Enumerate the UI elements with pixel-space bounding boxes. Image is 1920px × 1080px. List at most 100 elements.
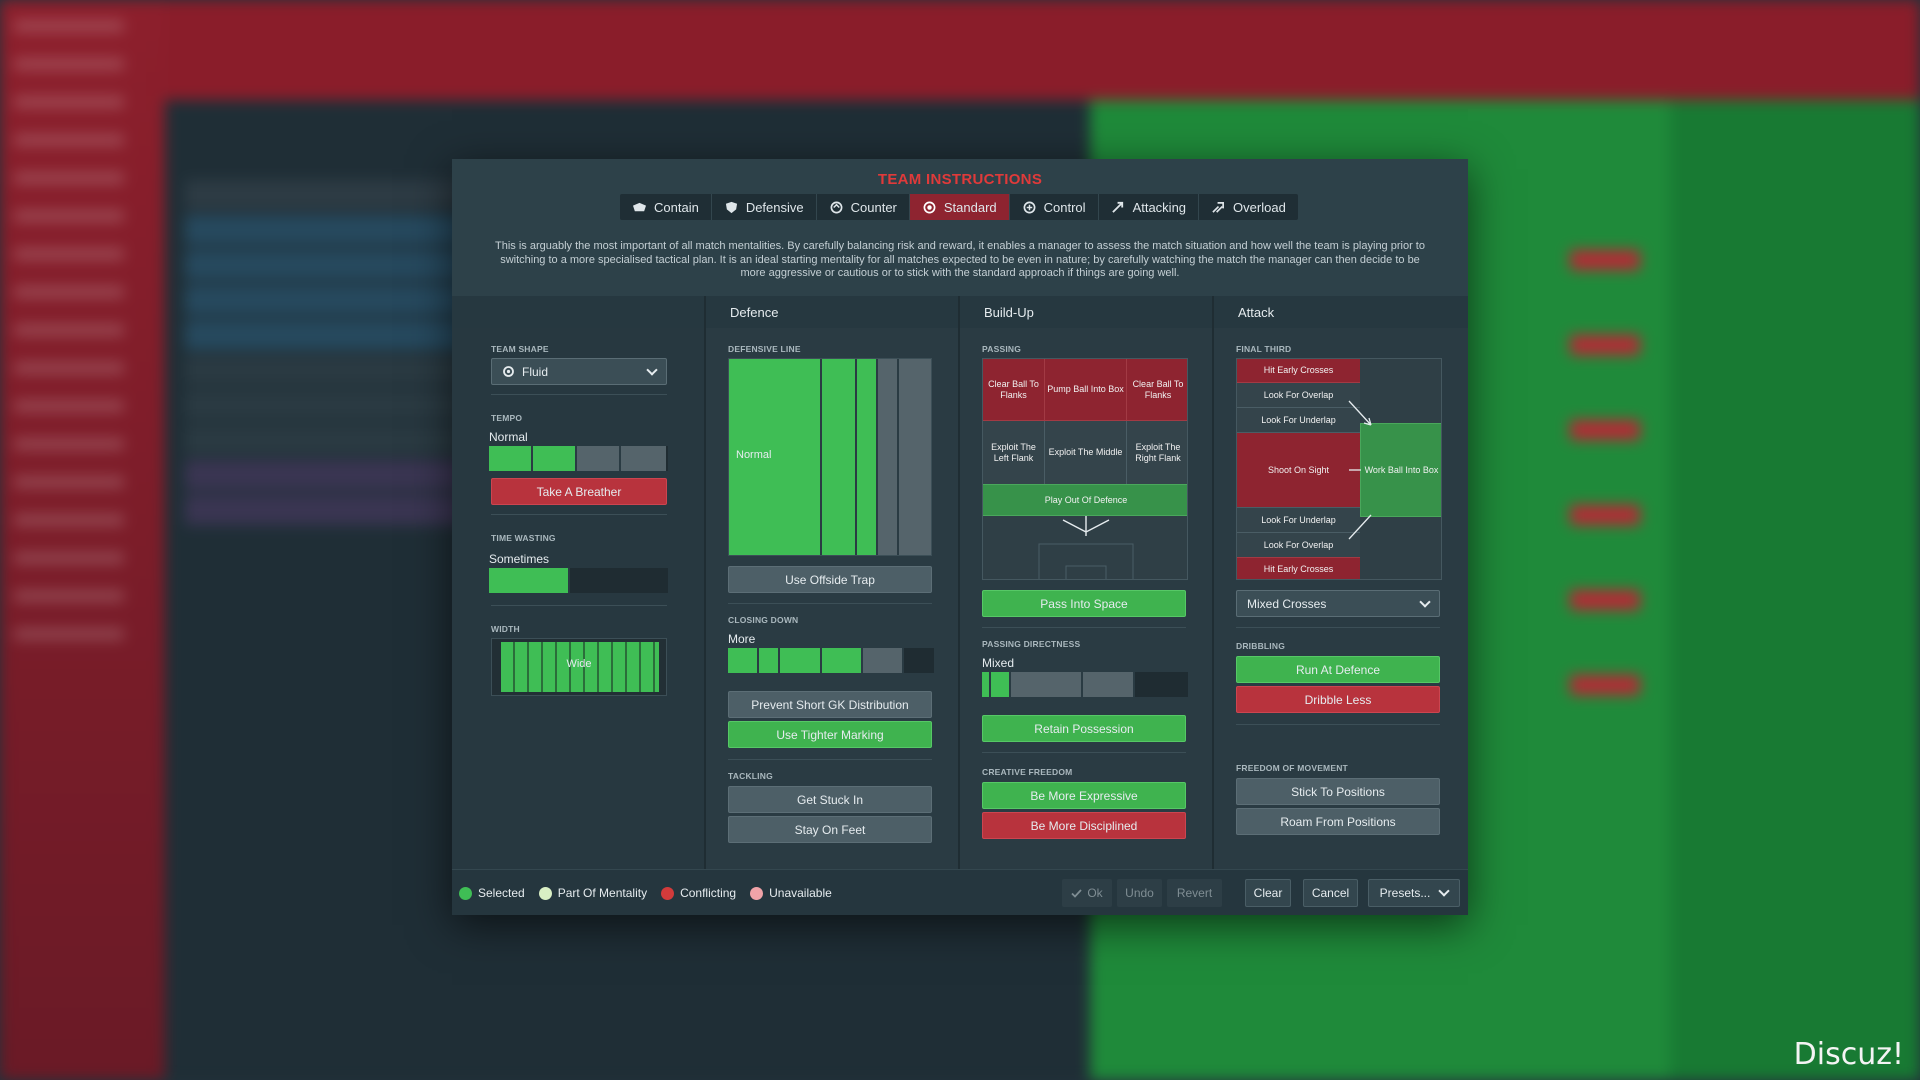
tighter-marking-button[interactable]: Use Tighter Marking xyxy=(728,721,932,748)
pump-ball-zone[interactable]: Pump Ball Into Box xyxy=(1045,359,1127,421)
tab-label: Control xyxy=(1043,199,1086,215)
roam-from-positions-button[interactable]: Roam From Positions xyxy=(1236,808,1440,835)
tab-overload[interactable]: Overload xyxy=(1199,194,1298,220)
team-shape-value: Fluid xyxy=(522,364,549,379)
legend-item: Conflicting xyxy=(661,886,736,900)
hit-early-crosses-bottom-zone[interactable]: Hit Early Crosses xyxy=(1237,557,1360,579)
exploit-right-zone[interactable]: Exploit The Right Flank xyxy=(1127,421,1187,484)
presets-button[interactable]: Presets... xyxy=(1368,879,1460,907)
control-icon xyxy=(1023,201,1036,213)
clear-ball-right-zone[interactable]: Clear Ball To Flanks xyxy=(1127,359,1187,421)
creative-freedom-label: CREATIVE FREEDOM xyxy=(982,767,1073,777)
tab-label: Overload xyxy=(1233,199,1286,215)
passing-directness-label: PASSING DIRECTNESS xyxy=(982,639,1081,649)
tab-standard[interactable]: Standard xyxy=(909,194,1010,220)
dialog-footer: Selected Part Of Mentality Conflicting U… xyxy=(452,869,1468,915)
passing-label: PASSING xyxy=(982,344,1022,354)
passing-pitch: Clear Ball To Flanks Pump Ball Into Box … xyxy=(982,358,1188,580)
underlap-bottom-zone[interactable]: Look For Underlap xyxy=(1237,507,1360,532)
tab-label: Standard xyxy=(943,199,997,215)
mentality-description: This is arguably the most important of a… xyxy=(495,240,1425,279)
buildup-header: Build-Up xyxy=(984,305,1034,320)
get-stuck-in-button[interactable]: Get Stuck In xyxy=(728,786,932,813)
pass-into-space-button[interactable]: Pass Into Space xyxy=(982,590,1186,617)
attacking-icon xyxy=(1111,201,1123,213)
ok-button[interactable]: Ok xyxy=(1062,879,1112,907)
tab-attacking[interactable]: Attacking xyxy=(1099,194,1200,220)
tab-contain[interactable]: Contain xyxy=(620,194,712,220)
mentality-tabs: Contain Defensive Counter Standard Contr… xyxy=(620,194,1298,220)
overlap-bottom-zone[interactable]: Look For Overlap xyxy=(1237,532,1360,557)
undo-button[interactable]: Undo xyxy=(1117,879,1162,907)
be-more-disciplined-button[interactable]: Be More Disciplined xyxy=(982,812,1186,839)
width-selector[interactable]: Wide xyxy=(491,638,667,696)
defensive-line-label: DEFENSIVE LINE xyxy=(728,344,801,354)
final-third-pitch: Hit Early Crosses Look For Overlap Look … xyxy=(1236,358,1442,580)
stick-to-positions-button[interactable]: Stick To Positions xyxy=(1236,778,1440,805)
play-out-zone[interactable]: Play Out Of Defence xyxy=(983,484,1187,516)
tab-counter[interactable]: Counter xyxy=(817,194,910,220)
defence-column: DEFENSIVE LINE Normal Use Offside Trap C… xyxy=(706,328,958,869)
tempo-label: TEMPO xyxy=(491,413,523,423)
shoot-on-sight-zone[interactable]: Shoot On Sight xyxy=(1237,433,1360,507)
refresh-icon xyxy=(503,366,514,377)
watermark: Discuz! xyxy=(1793,1037,1904,1072)
cancel-button[interactable]: Cancel xyxy=(1303,879,1358,907)
defensive-line-selector[interactable]: Normal xyxy=(728,358,932,556)
final-third-label: FINAL THIRD xyxy=(1236,344,1292,354)
selected-dot-icon xyxy=(459,886,472,900)
prevent-gk-distribution-button[interactable]: Prevent Short GK Distribution xyxy=(728,691,932,718)
column-headers: Defence Build-Up Attack xyxy=(452,296,1468,328)
chevron-down-icon xyxy=(1438,885,1451,897)
dialog-title: TEAM INSTRUCTIONS xyxy=(877,171,1043,188)
tab-defensive[interactable]: Defensive xyxy=(712,194,817,220)
tempo-slider[interactable] xyxy=(489,446,668,471)
defence-header: Defence xyxy=(730,305,779,320)
offside-trap-button[interactable]: Use Offside Trap xyxy=(728,566,932,593)
dialog-header: TEAM INSTRUCTIONS Contain Defensive Coun… xyxy=(452,159,1468,296)
exploit-middle-zone[interactable]: Exploit The Middle xyxy=(1045,421,1127,484)
standard-icon xyxy=(923,201,936,213)
tab-control[interactable]: Control xyxy=(1010,194,1099,220)
time-wasting-value: Sometimes xyxy=(489,552,550,566)
unavailable-dot-icon xyxy=(750,886,764,900)
checkmark-icon xyxy=(1071,888,1082,898)
clear-ball-left-zone[interactable]: Clear Ball To Flanks xyxy=(983,359,1045,421)
legend-item: Unavailable xyxy=(750,886,832,900)
underlap-top-zone[interactable]: Look For Underlap xyxy=(1237,408,1360,433)
attack-column: FINAL THIRD Hit Early Crosses Look For O… xyxy=(1214,328,1468,869)
chevron-down-icon xyxy=(1419,595,1431,608)
hit-early-crosses-top-zone[interactable]: Hit Early Crosses xyxy=(1237,359,1360,383)
tab-label: Counter xyxy=(850,199,897,215)
counter-icon xyxy=(830,201,843,213)
revert-button[interactable]: Revert xyxy=(1167,879,1222,907)
dribbling-label: DRIBBLING xyxy=(1236,641,1286,651)
run-at-defence-button[interactable]: Run At Defence xyxy=(1236,656,1440,683)
overlap-top-zone[interactable]: Look For Overlap xyxy=(1237,383,1360,408)
crossing-dropdown[interactable]: Mixed Crosses xyxy=(1236,590,1440,617)
exploit-left-zone[interactable]: Exploit The Left Flank xyxy=(983,421,1045,484)
legend: Selected Part Of Mentality Conflicting U… xyxy=(459,886,832,900)
defensive-line-value: Normal xyxy=(736,449,772,461)
legend-item: Selected xyxy=(459,886,525,900)
clear-button[interactable]: Clear xyxy=(1245,879,1291,907)
closing-down-slider[interactable] xyxy=(728,648,934,673)
tab-label: Defensive xyxy=(745,199,804,215)
be-more-expressive-button[interactable]: Be More Expressive xyxy=(982,782,1186,809)
retain-possession-button[interactable]: Retain Possession xyxy=(982,715,1186,742)
passing-directness-value: Mixed xyxy=(982,656,1015,670)
contain-icon xyxy=(633,202,646,211)
team-column: TEAM SHAPE Fluid TEMPO Normal Take A Bre… xyxy=(452,328,704,869)
take-a-breather-button[interactable]: Take A Breather xyxy=(491,478,667,505)
stay-on-feet-button[interactable]: Stay On Feet xyxy=(728,816,932,843)
dribble-less-button[interactable]: Dribble Less xyxy=(1236,686,1440,713)
penalty-area-lines xyxy=(1038,516,1134,579)
time-wasting-slider[interactable] xyxy=(489,568,668,593)
passing-directness-slider[interactable] xyxy=(982,672,1188,697)
team-shape-dropdown[interactable]: Fluid xyxy=(491,358,667,385)
team-instructions-dialog: TEAM INSTRUCTIONS Contain Defensive Coun… xyxy=(452,159,1468,915)
work-ball-into-box-zone[interactable]: Work Ball Into Box xyxy=(1360,423,1441,517)
shield-icon xyxy=(725,201,737,213)
tab-label: Attacking xyxy=(1132,199,1187,215)
tempo-value: Normal xyxy=(489,430,528,444)
